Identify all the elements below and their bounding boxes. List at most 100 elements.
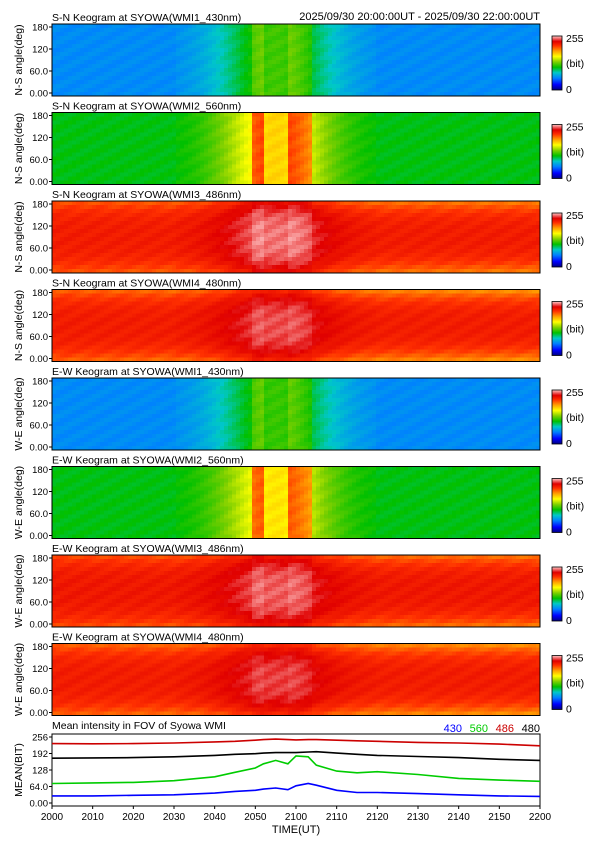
keogram-cell (504, 36, 509, 41)
keogram-cell (124, 40, 129, 45)
keogram-cell (352, 148, 357, 153)
keogram-cell (108, 56, 113, 61)
keogram-cell (336, 56, 341, 61)
keogram-cell (52, 124, 57, 129)
keogram-cell (252, 28, 257, 33)
keogram-cell (320, 52, 325, 57)
keogram-cell (404, 40, 409, 45)
keogram-cell (204, 124, 209, 129)
keogram-cell (504, 136, 509, 141)
keogram-cell (120, 92, 125, 97)
keogram-cell (124, 80, 129, 85)
keogram-cell (188, 48, 193, 53)
keogram-cell (140, 205, 145, 210)
keogram-cell (172, 56, 177, 61)
keogram-cell (460, 160, 465, 165)
keogram-cell (520, 136, 525, 141)
keogram-cell (96, 88, 101, 93)
keogram-cell (396, 24, 401, 29)
keogram-cell (148, 265, 153, 270)
keogram-cell (336, 88, 341, 93)
keogram-cell (388, 136, 393, 141)
keogram-cell (508, 80, 513, 85)
keogram-cell (452, 56, 457, 61)
keogram-cell (76, 265, 81, 270)
keogram-cell (420, 48, 425, 53)
keogram-cell (488, 132, 493, 137)
keogram-cell (228, 164, 233, 169)
keogram-cell (436, 88, 441, 93)
keogram-cell (336, 144, 341, 149)
keogram-cell (460, 36, 465, 41)
keogram-cell (328, 176, 333, 181)
keogram-cell (512, 32, 517, 37)
keogram-cell (252, 32, 257, 37)
keogram-cell (356, 120, 361, 125)
keogram-cell (308, 132, 313, 137)
keogram-cell (324, 176, 329, 181)
keogram-cell (104, 168, 109, 173)
keogram-cell (128, 60, 133, 65)
keogram-cell (132, 156, 137, 161)
keogram-cell (332, 48, 337, 53)
keogram-cell (488, 68, 493, 73)
keogram-cell (528, 72, 533, 77)
keogram-cell (68, 64, 73, 69)
keogram-cell (260, 64, 265, 69)
keogram-cell (508, 40, 513, 45)
keogram-cell (72, 124, 77, 129)
keogram-cell (256, 28, 261, 33)
keogram-cell (128, 44, 133, 49)
keogram-cell (192, 140, 197, 145)
keogram-cell (104, 60, 109, 65)
keogram-cell (444, 116, 449, 121)
keogram-cell (112, 209, 117, 214)
keogram-cell (452, 156, 457, 161)
keogram-cell (88, 144, 93, 149)
keogram-cell (412, 168, 417, 173)
keogram-cell (416, 40, 421, 45)
keogram-cell (480, 164, 485, 169)
keogram-cell (488, 88, 493, 93)
keogram-title: S-N Keogram at SYOWA(WMI3_486nm) (52, 189, 241, 201)
keogram-cell (136, 52, 141, 57)
keogram-cell (92, 88, 97, 93)
keogram-cell (412, 60, 417, 65)
keogram-cell (208, 120, 213, 125)
keogram-cell (116, 112, 121, 117)
keogram-cell (164, 249, 169, 254)
keogram-cell (320, 180, 325, 185)
keogram-cell (248, 112, 253, 117)
keogram-cell (308, 148, 313, 153)
keogram-cell (400, 52, 405, 57)
keogram-cell (184, 56, 189, 61)
keogram-cell (156, 205, 161, 210)
keogram-cell (52, 68, 57, 73)
keogram-cell (444, 40, 449, 45)
keogram-cell (376, 72, 381, 77)
keogram-cell (324, 48, 329, 53)
keogram-cell (96, 132, 101, 137)
keogram-cell (184, 124, 189, 129)
keogram-cell (492, 112, 497, 117)
keogram-cell (444, 52, 449, 57)
keogram-cell (528, 132, 533, 137)
keogram-cell (156, 221, 161, 226)
keogram-cell (140, 257, 145, 262)
keogram-cell (212, 152, 217, 157)
keogram-cell (392, 88, 397, 93)
keogram-cell (252, 160, 257, 165)
keogram-cell (296, 48, 301, 53)
keogram-cell (260, 40, 265, 45)
keogram-cell (96, 136, 101, 141)
keogram-cell (260, 52, 265, 57)
keogram-cell (464, 132, 469, 137)
keogram-cell (132, 148, 137, 153)
keogram-cell (404, 80, 409, 85)
keogram-cell (128, 72, 133, 77)
keogram-cell (512, 44, 517, 49)
keogram-cell (144, 128, 149, 133)
keogram-cell (396, 156, 401, 161)
keogram-cell (296, 180, 301, 185)
keogram-cell (120, 152, 125, 157)
